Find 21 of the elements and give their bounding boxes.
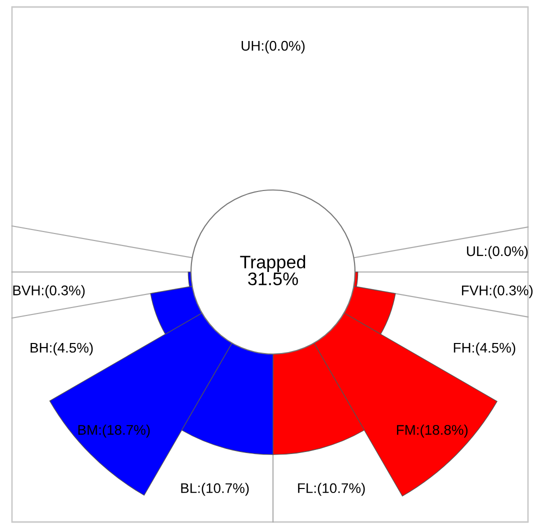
category-label: BH [30, 342, 48, 353]
data-label: :(0.3%) [42, 285, 85, 298]
data-label: :(10.7%) [198, 482, 249, 496]
category-label: FL [298, 483, 313, 493]
text: Trapped 31.5% [240, 255, 306, 286]
data-label: :(0.0%) [484, 246, 528, 259]
data-label: :(18.7%) [99, 424, 150, 438]
category-label: UL [467, 246, 484, 256]
data-label: :(18.8%) [417, 424, 468, 438]
data-label: :(10.7%) [314, 482, 365, 496]
category-label: BM [78, 425, 97, 435]
category-label: FH [454, 342, 470, 353]
category-label: UH [242, 41, 260, 51]
data-label: :(0.3%) [490, 285, 533, 298]
category-label: BVH [13, 286, 40, 296]
category-label: FM [397, 425, 415, 435]
category-label: BL [181, 483, 197, 493]
data-label: :(0.0%) [262, 40, 305, 54]
data-label: :(4.5%) [472, 342, 516, 356]
category-label: FVH [462, 286, 488, 296]
data-label: :(4.5%) [50, 342, 93, 356]
